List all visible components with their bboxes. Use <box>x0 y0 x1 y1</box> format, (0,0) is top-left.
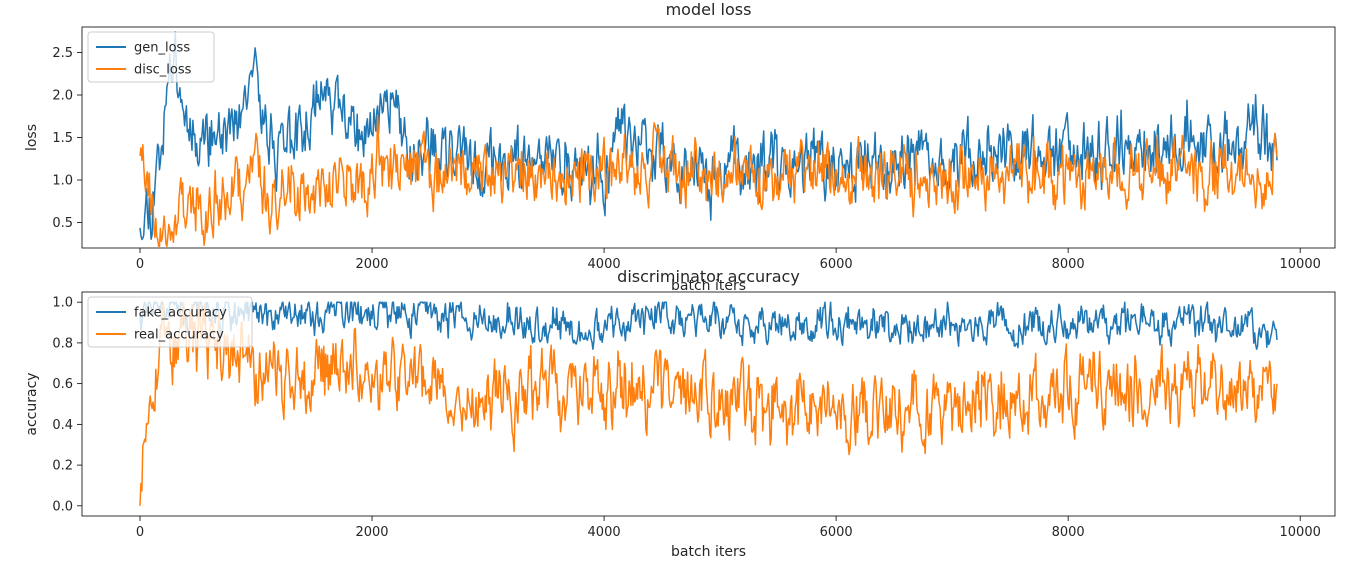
series-lines <box>139 30 1278 248</box>
series-line-real_accuracy <box>139 301 1278 506</box>
x-tick-label: 4000 <box>588 257 621 272</box>
discriminator-accuracy-panel: 0 2000 4000 6000 8000 10000 0.0 0.2 0.4 0.6 0.8 1.0… <box>24 267 1336 560</box>
x-tick-label: 2000 <box>355 525 388 540</box>
y-axis-label: accuracy <box>24 372 40 435</box>
x-axis-label: batch iters <box>671 278 746 294</box>
y-tick-label: 0.6 <box>52 377 73 392</box>
y-tick-label: 0.4 <box>52 418 73 433</box>
series-line-gen_loss <box>139 30 1278 241</box>
y-tick-label: 0.8 <box>52 336 73 351</box>
x-tick-label: 2000 <box>355 257 388 272</box>
x-tick-label: 4000 <box>588 525 621 540</box>
x-axis-label: batch iters <box>671 544 746 560</box>
legend-label-disc_loss: disc_loss <box>134 63 192 78</box>
legend-label-fake_accuracy: fake_accuracy <box>134 306 227 321</box>
legend-label-real_accuracy: real_accuracy <box>134 328 224 343</box>
y-tick-label: 0.2 <box>52 459 73 474</box>
plot-frame <box>81 291 1336 517</box>
legend: fake_accuracy real_accuracy <box>87 296 253 348</box>
series-lines <box>139 301 1278 506</box>
legend-label-gen_loss: gen_loss <box>134 41 190 56</box>
legend-box <box>87 296 253 348</box>
chart-title: model loss <box>666 0 752 19</box>
x-tick-label: 10000 <box>1280 525 1321 540</box>
chart-title: discriminator accuracy <box>617 267 800 286</box>
y-tick-label: 2.5 <box>52 46 73 61</box>
series-line-fake_accuracy <box>139 301 1278 350</box>
x-tick-label: 6000 <box>820 525 853 540</box>
y-tick-label: 1.0 <box>52 296 73 311</box>
x-tick-label: 10000 <box>1280 257 1321 272</box>
series-line-disc_loss <box>139 114 1278 248</box>
y-tick-label: 1.0 <box>52 174 73 189</box>
y-tick-label: 2.0 <box>52 89 73 104</box>
x-tick-label: 6000 <box>820 257 853 272</box>
y-tick-label: 0.0 <box>52 499 73 514</box>
x-tick-label: 8000 <box>1052 525 1085 540</box>
y-tick-label: 1.5 <box>52 131 73 146</box>
legend: gen_loss disc_loss <box>87 31 215 83</box>
model-loss-panel: 0 2000 4000 6000 8000 10000 0.5 1.0 1.5 2.0 2.5 mod… <box>24 0 1336 294</box>
y-tick-label: 0.5 <box>52 216 73 231</box>
y-axis-label: loss <box>24 124 40 151</box>
x-tick-label: 0 <box>136 525 144 540</box>
x-tick-label: 8000 <box>1052 257 1085 272</box>
x-tick-label: 0 <box>136 257 144 272</box>
